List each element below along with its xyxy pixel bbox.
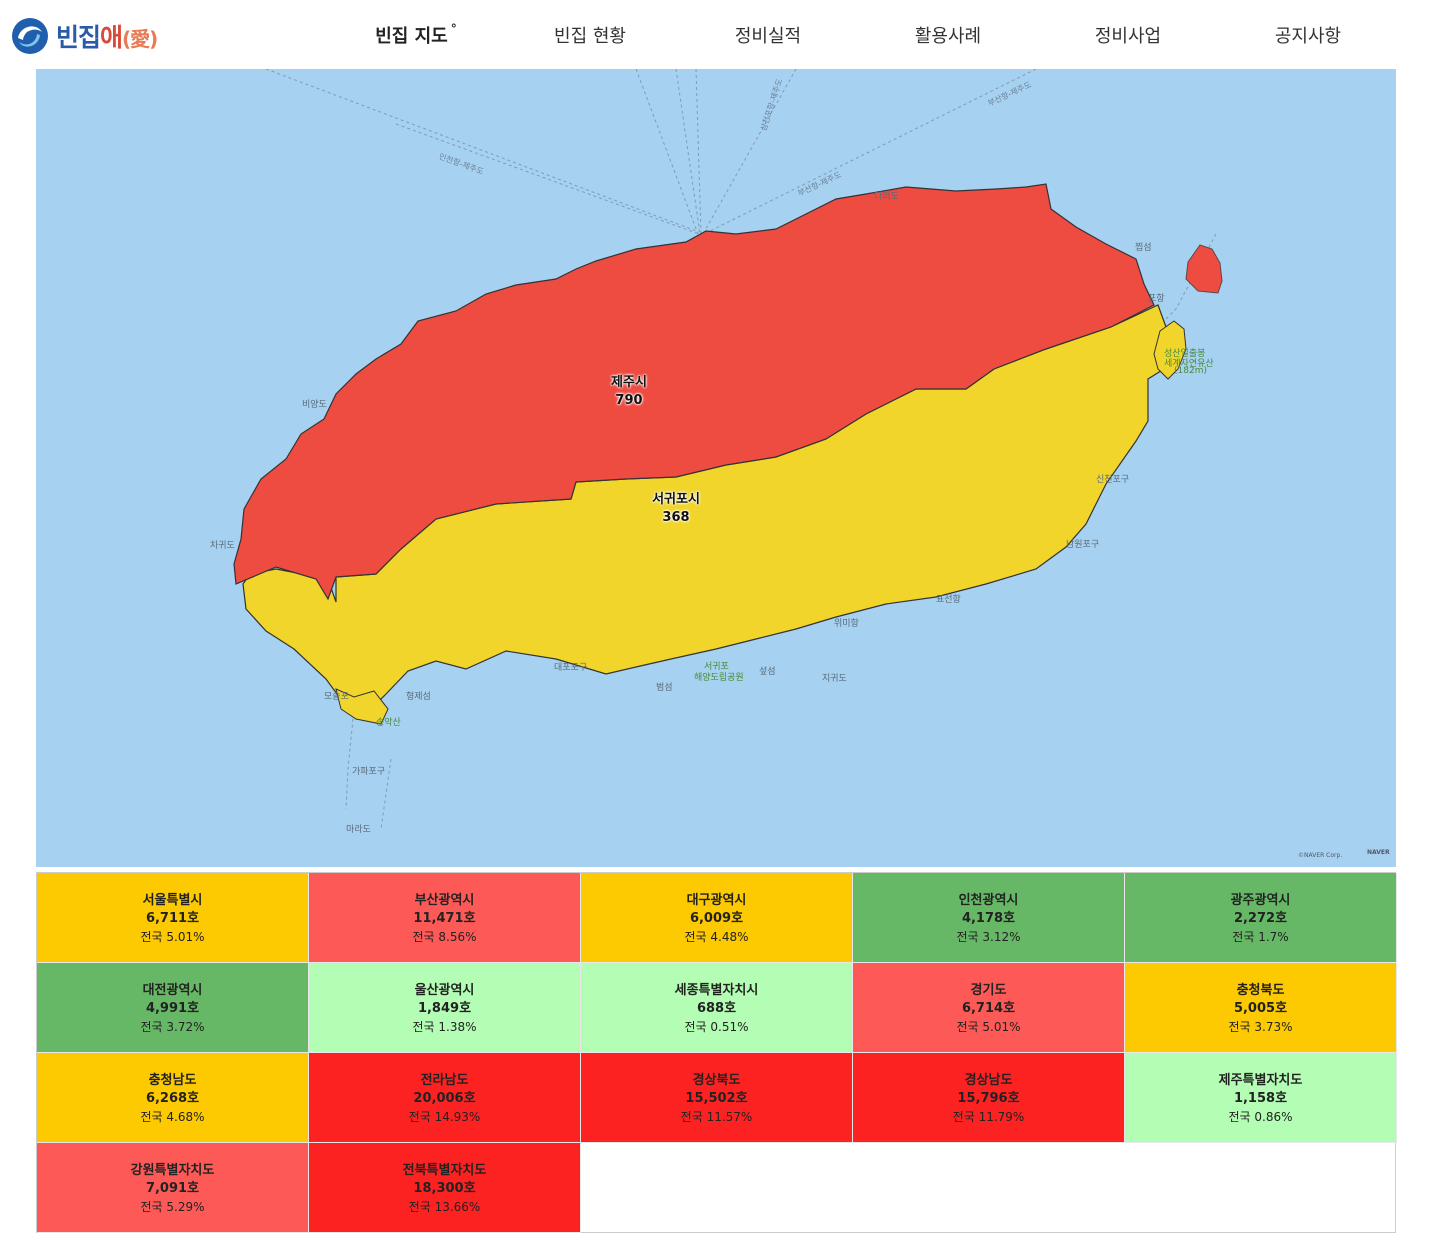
region-jejusi bbox=[233, 183, 1155, 601]
logo-swirl-icon bbox=[12, 18, 48, 54]
place-label: 비양도 bbox=[302, 400, 327, 410]
place-label: 섶섬 bbox=[759, 667, 776, 677]
site-header: 빈집애(愛) 빈집 지도 ° 빈집 현황 정비실적 활용사례 정비사업 공지사항 bbox=[0, 0, 1437, 70]
songaksan-tip bbox=[335, 688, 389, 725]
place-label: 포항 bbox=[1148, 294, 1165, 304]
stat-cell[interactable]: 충청북도 5,005호 전국 3.73% bbox=[1125, 963, 1397, 1053]
place-label: 찝섬 bbox=[1135, 243, 1152, 253]
stat-cell[interactable]: 경상북도 15,502호 전국 11.57% bbox=[581, 1053, 853, 1143]
place-label: 서귀포 bbox=[704, 662, 729, 672]
stat-cell[interactable]: 충청남도 6,268호 전국 4.68% bbox=[37, 1053, 309, 1143]
map-brand: NAVER bbox=[1367, 849, 1390, 856]
nav-maintenance-results[interactable]: 정비실적 bbox=[734, 26, 802, 47]
stat-cell[interactable]: 세종특별자치시 688호 전국 0.51% bbox=[581, 963, 853, 1053]
region-label-jejusi[interactable]: 제주시 790 bbox=[611, 375, 647, 408]
region-label-seogwipo[interactable]: 서귀포시 368 bbox=[652, 492, 700, 525]
place-label: 성산일출봉 bbox=[1164, 349, 1206, 359]
place-label: 남원포구 bbox=[1066, 540, 1100, 550]
nav-vacant-house-status[interactable]: 빈집 현황 bbox=[554, 26, 626, 47]
seongsan-peninsula bbox=[1153, 320, 1187, 380]
main-nav: 빈집 지도 ° 빈집 현황 정비실적 활용사례 정비사업 공지사항 bbox=[326, 0, 1426, 70]
place-label: 모슬포 bbox=[324, 692, 349, 702]
stat-cell[interactable]: 부산광역시 11,471호 전국 8.56% bbox=[309, 873, 581, 963]
place-label: (182m) bbox=[1174, 366, 1207, 376]
stat-cell[interactable]: 경기도 6,714호 전국 5.01% bbox=[853, 963, 1125, 1053]
logo-text: 빈집애(愛) bbox=[56, 23, 158, 52]
site-logo[interactable]: 빈집애(愛) bbox=[10, 14, 158, 58]
place-label: 표선항 bbox=[936, 595, 961, 605]
stat-cell[interactable]: 서울특별시 6,711호 전국 5.01% bbox=[37, 873, 309, 963]
stat-cell[interactable]: 전라남도 20,006호 전국 14.93% bbox=[309, 1053, 581, 1143]
place-label: 송악산 bbox=[376, 718, 401, 728]
place-label: 마라도 bbox=[346, 825, 371, 835]
nav-maintenance-projects[interactable]: 정비사업 bbox=[1094, 26, 1162, 47]
stat-cell[interactable]: 울산광역시 1,849호 전국 1.38% bbox=[309, 963, 581, 1053]
stat-cell[interactable]: 대구광역시 6,009호 전국 4.48% bbox=[581, 873, 853, 963]
jeju-map[interactable]: 제주시 790 서귀포시 368 비양도 차귀도 다려도 찝섬 포항 성산일출봉… bbox=[36, 69, 1396, 867]
nav-vacant-house-map[interactable]: 빈집 지도 ° bbox=[375, 22, 457, 47]
region-stats-grid: 서울특별시 6,711호 전국 5.01% 부산광역시 11,471호 전국 8.56%… bbox=[36, 872, 1397, 1233]
stat-cell[interactable]: 경상남도 15,796호 전국 11.79% bbox=[853, 1053, 1125, 1143]
nav-notices[interactable]: 공지사항 bbox=[1274, 26, 1342, 47]
place-label: 차귀도 bbox=[210, 541, 235, 551]
place-label: 범섬 bbox=[656, 683, 673, 693]
place-label: 대포포구 bbox=[554, 663, 588, 673]
nav-active-indicator: ° bbox=[450, 22, 457, 36]
nav-use-cases[interactable]: 활용사례 bbox=[914, 26, 982, 47]
stat-cell[interactable]: 광주광역시 2,272호 전국 1.7% bbox=[1125, 873, 1397, 963]
udo-island bbox=[1185, 244, 1223, 294]
map-copyright: ©NAVER Corp. bbox=[1298, 852, 1343, 859]
place-label: 가파포구 bbox=[352, 767, 386, 777]
place-label: 신천포구 bbox=[1096, 475, 1130, 485]
place-label: 위미항 bbox=[834, 619, 859, 629]
place-label: 형제섬 bbox=[406, 692, 431, 702]
place-label: 해양도립공원 bbox=[694, 673, 744, 683]
place-label: 다려도 bbox=[874, 192, 899, 202]
stat-cell[interactable]: 강원특별자치도 7,091호 전국 5.29% bbox=[37, 1143, 309, 1233]
place-label: 세계자연유산 bbox=[1164, 359, 1214, 369]
stat-cell[interactable]: 제주특별자치도 1,158호 전국 0.86% bbox=[1125, 1053, 1397, 1143]
stat-cell[interactable]: 대전광역시 4,991호 전국 3.72% bbox=[37, 963, 309, 1053]
stat-cell[interactable]: 인천광역시 4,178호 전국 3.12% bbox=[853, 873, 1125, 963]
place-label: 지귀도 bbox=[822, 674, 847, 684]
map-canvas bbox=[233, 69, 1223, 830]
stat-cell[interactable]: 전북특별자치도 18,300호 전국 13.66% bbox=[309, 1143, 581, 1233]
